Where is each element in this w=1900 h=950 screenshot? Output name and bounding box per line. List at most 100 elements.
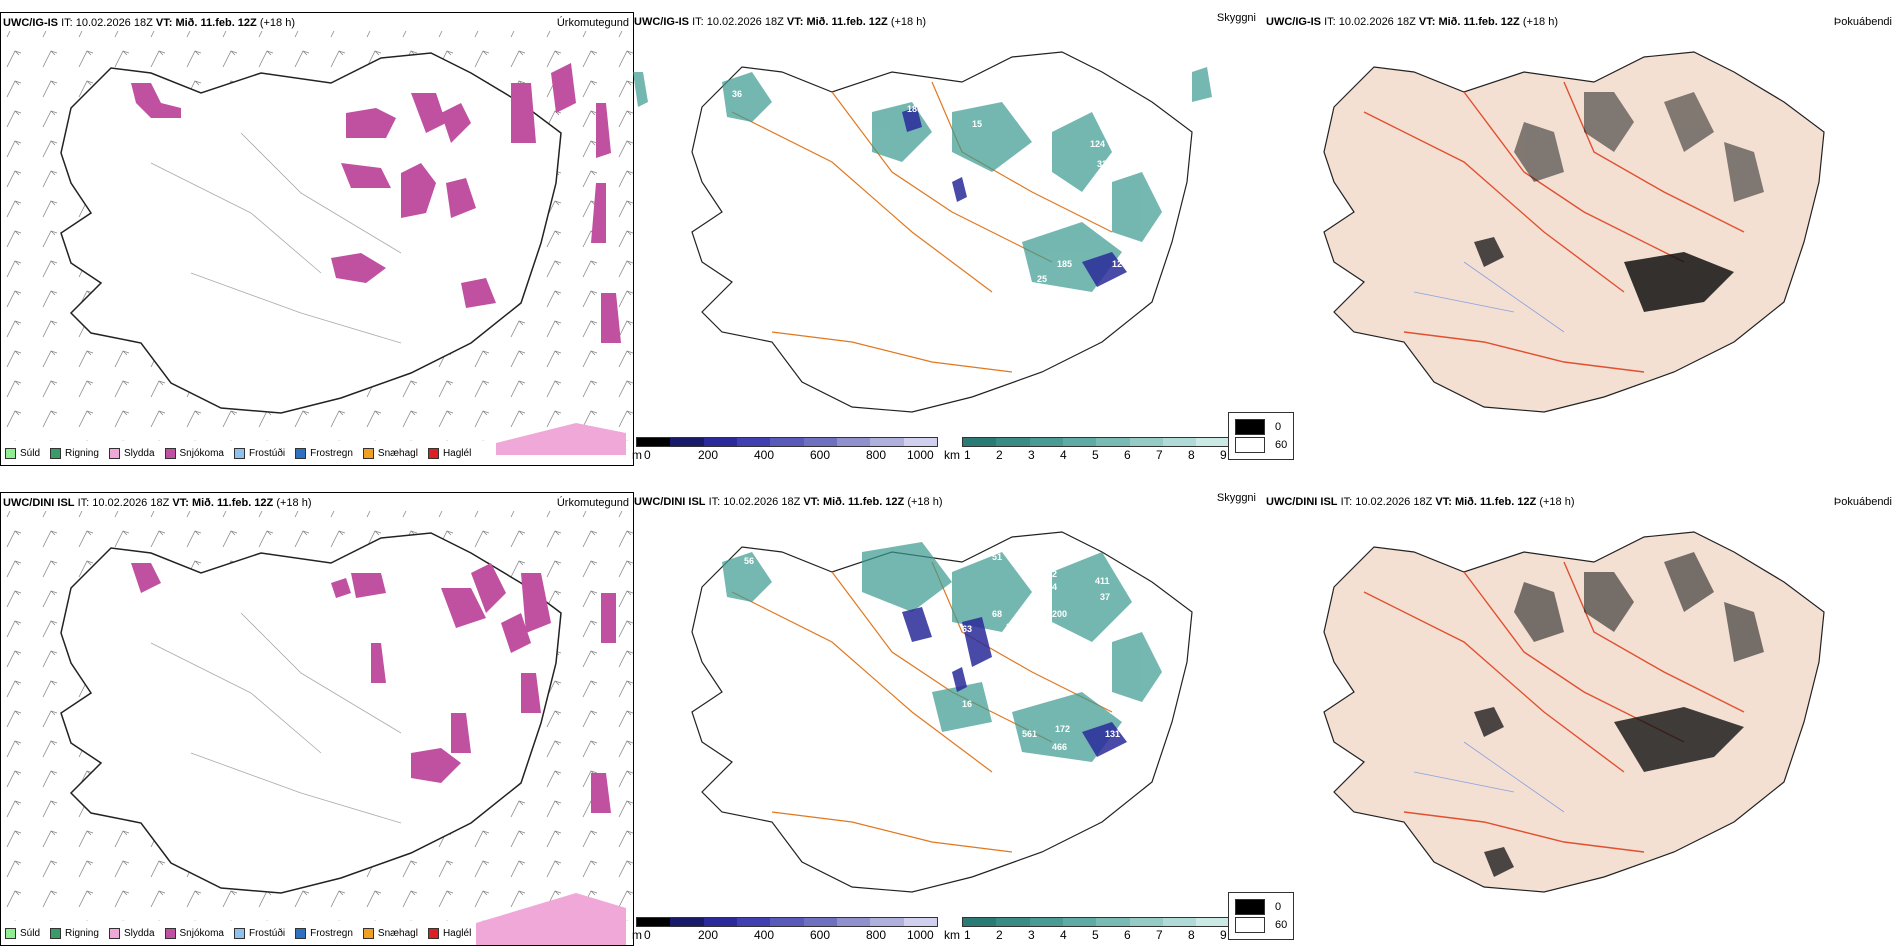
legend-item: Súld [5, 448, 40, 459]
panel-type: Úrkomutegund [556, 497, 629, 509]
ceiling-tick: 1000 [907, 448, 934, 462]
ceiling-tick: 400 [754, 448, 775, 462]
legend-swatch-slydda [108, 928, 120, 939]
cloud-label: 215 [1037, 179, 1052, 189]
legend-item: Frostúði [233, 448, 285, 459]
legend-swatch-haglel [427, 928, 439, 939]
visibility-tick: 3 [1028, 448, 1035, 462]
visibility-tick: 6 [1124, 928, 1131, 942]
cloud-label: 186 [907, 104, 922, 114]
cloud-label: 18 [1012, 202, 1022, 212]
cbar-segment [670, 918, 704, 926]
precip-legend: Súld Rigning Slydda Snjókoma Frostúði Fr… [5, 448, 471, 459]
cloud-label: 124 [1090, 139, 1105, 149]
legend-swatch-frostregn [295, 448, 307, 459]
visibility-tick: 9 [1220, 928, 1227, 942]
legend-item: Frostregn [295, 928, 353, 939]
cbar-segment [903, 918, 937, 926]
cloud-label: 36 [732, 89, 742, 99]
panel-type: Þokuábendi [1833, 16, 1892, 28]
fog-legend-row: 0 [1235, 419, 1287, 435]
ceiling-tick: 200 [698, 928, 719, 942]
legend-item: Snjókoma [164, 928, 224, 939]
cbar-segment [836, 438, 871, 446]
cloud-label: 56 [744, 556, 754, 566]
cbar-segment [637, 438, 671, 446]
visibility-tick: 6 [1124, 448, 1131, 462]
cloud-label: 174 [1042, 582, 1057, 592]
cloud-label: 363 [1006, 622, 1021, 632]
cloud-label: 1 [930, 114, 935, 124]
fog-swatch-black [1235, 419, 1265, 435]
fog-legend: 0 60 [1228, 892, 1295, 940]
panel-title: UWC/DINI ISL IT: 10.02.2026 18Z VT: Mið.… [3, 497, 312, 509]
visibility-tick: 3 [1028, 928, 1035, 942]
cbar-segment [1196, 438, 1230, 446]
legend-item: Rigning [50, 928, 99, 939]
cbar-segment [1062, 918, 1097, 926]
visibility-panel-dini: UWC/DINI ISL IT: 10.02.2026 18Z VT: Mið.… [632, 492, 1264, 944]
cbar-segment [736, 438, 771, 446]
ceiling-tick: 600 [810, 448, 831, 462]
visibility-tick: 5 [1092, 448, 1099, 462]
precip-map [1, 511, 633, 945]
cbar-segment [1162, 918, 1197, 926]
legend-item: Slydda [108, 928, 155, 939]
cloud-label: 15 [972, 119, 982, 129]
fog-map [1323, 531, 1825, 893]
ceiling-tick: 600 [810, 928, 831, 942]
cbar-segment [703, 918, 737, 926]
legend-item: Haglél [427, 928, 471, 939]
legend-swatch-rigning [50, 928, 62, 939]
cbar-segment [903, 438, 937, 446]
legend-item: Snjókoma [164, 448, 224, 459]
cloud-label: 325 [1097, 159, 1112, 169]
ceiling-tick: 200 [698, 448, 719, 462]
panel-type: Þokuábendi [1833, 496, 1892, 508]
fog-map [1323, 51, 1825, 413]
visibility-tick: 8 [1188, 928, 1195, 942]
fog-panel-ig: UWC/IG-IS IT: 10.02.2026 18Z VT: Mið. 11… [1228, 12, 1896, 464]
cbar-segment [836, 918, 871, 926]
visibility-panel-ig: UWC/IG-IS IT: 10.02.2026 18Z VT: Mið. 11… [632, 12, 1264, 464]
cloud-label: 68 [992, 609, 1002, 619]
legend-item: Slydda [108, 448, 155, 459]
ceiling-tick: 800 [866, 448, 887, 462]
cloud-label: 327 [1005, 169, 1020, 179]
legend-swatch-snjokoma [164, 448, 176, 459]
legend-item: Haglél [427, 448, 471, 459]
cbar-segment [670, 438, 704, 446]
legend-swatch-sudl [5, 448, 16, 459]
cbar-segment [1129, 918, 1163, 926]
panel-title: UWC/DINI ISL IT: 10.02.2026 18Z VT: Mið.… [634, 496, 943, 508]
legend-swatch-snaehagl [362, 928, 374, 939]
visibility-tick: 2 [996, 448, 1003, 462]
fog-legend-row: 60 [1235, 917, 1287, 933]
cbar-segment [803, 438, 837, 446]
cloud-label: 3 [992, 219, 997, 229]
cloud-label: 561 [1022, 729, 1037, 739]
legend-item: Snæhagl [362, 928, 418, 939]
cloud-label: 127 [1162, 204, 1177, 214]
cbar-segment [963, 438, 997, 446]
visibility-tick: 1 [964, 448, 971, 462]
legend-swatch-rigning [50, 448, 62, 459]
panel-title: UWC/IG-IS IT: 10.02.2026 18Z VT: Mið. 11… [634, 16, 926, 28]
visibility-tick: 4 [1060, 448, 1067, 462]
legend-swatch-frostudi [233, 448, 245, 459]
visibility-tick: 7 [1156, 448, 1163, 462]
ceiling-tick: 1000 [907, 928, 934, 942]
ceiling-colorbar [636, 917, 938, 927]
panel-title: UWC/DINI ISL IT: 10.02.2026 18Z VT: Mið.… [1266, 496, 1575, 508]
cloud-label: 131 [1105, 729, 1120, 739]
ceiling-tick: 400 [754, 928, 775, 942]
cloud-label: 124 [1112, 259, 1127, 269]
cbar-segment [637, 918, 671, 926]
cbar-segment [963, 918, 997, 926]
cbar-segment [1062, 438, 1097, 446]
cbar-segment [770, 438, 804, 446]
panel-type: Skyggni [1216, 12, 1256, 24]
ceiling-unit: m [632, 448, 642, 462]
cbar-segment [1129, 438, 1163, 446]
panel-type: Úrkomutegund [556, 17, 629, 29]
